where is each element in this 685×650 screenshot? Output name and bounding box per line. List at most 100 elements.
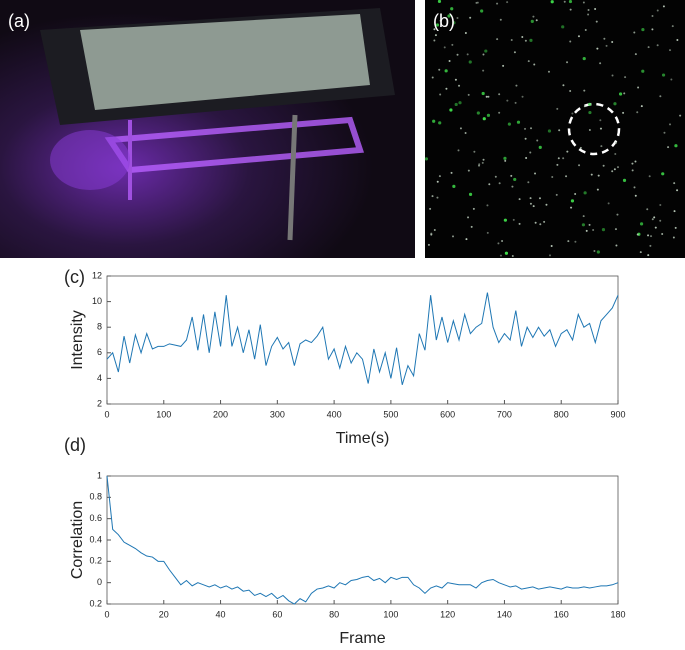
speck — [465, 238, 468, 241]
speck — [456, 16, 459, 19]
speck — [533, 63, 536, 66]
speck — [427, 243, 430, 246]
speck — [633, 31, 636, 34]
speck — [497, 242, 500, 245]
speck — [488, 183, 491, 186]
speck — [524, 127, 527, 130]
speck — [436, 196, 439, 199]
speck — [669, 123, 672, 126]
speck — [438, 68, 441, 71]
speck — [448, 59, 451, 62]
speck — [596, 250, 600, 254]
speck — [518, 222, 521, 225]
speck — [467, 93, 470, 96]
speck — [614, 228, 617, 231]
speck — [568, 0, 573, 4]
speck — [569, 89, 572, 92]
speck — [527, 60, 530, 63]
speck — [651, 28, 654, 31]
x-tick-label: 200 — [213, 409, 228, 419]
speck — [570, 199, 575, 203]
speck — [486, 231, 489, 234]
speck — [458, 84, 461, 87]
x-tick-label: 160 — [554, 609, 569, 619]
speck — [530, 127, 533, 130]
speck — [673, 182, 676, 185]
speck — [634, 194, 637, 197]
speck — [503, 218, 507, 222]
speck — [618, 92, 623, 96]
speck — [566, 150, 569, 153]
speck — [496, 2, 499, 5]
speck — [582, 1, 585, 4]
x-tick-label: 40 — [216, 609, 226, 619]
speck — [583, 105, 586, 108]
speck — [434, 34, 437, 37]
speck — [498, 182, 501, 185]
speck — [529, 38, 533, 42]
panel-label: (c) — [64, 267, 85, 287]
speck — [445, 87, 448, 90]
speck — [456, 53, 459, 56]
speck — [585, 229, 588, 232]
x-tick-label: 700 — [497, 409, 512, 419]
speck — [663, 131, 666, 134]
speck — [676, 39, 679, 42]
y-axis-label: Intensity — [69, 310, 86, 370]
speck — [670, 78, 673, 81]
speck — [524, 39, 527, 42]
speck — [534, 172, 537, 175]
speck — [582, 215, 585, 218]
speck — [437, 0, 442, 4]
speck — [637, 86, 640, 89]
speck — [452, 235, 455, 238]
y-tick-label: 0 — [97, 577, 102, 587]
y-tick-label: 2 — [97, 398, 102, 408]
speck — [464, 132, 467, 135]
speck — [611, 74, 614, 77]
speck — [482, 158, 485, 161]
speck — [595, 20, 598, 23]
speck — [647, 234, 650, 237]
speck — [486, 204, 489, 207]
speck — [513, 51, 516, 54]
speck — [656, 9, 659, 12]
speck — [603, 37, 606, 40]
speck — [599, 119, 602, 122]
x-tick-label: 180 — [610, 609, 625, 619]
speck — [661, 73, 666, 77]
speck — [569, 8, 572, 11]
panel-label: (d) — [64, 435, 86, 455]
speck — [614, 152, 617, 155]
speck — [511, 254, 514, 257]
speck — [543, 220, 546, 223]
speck — [504, 251, 509, 255]
speck — [653, 216, 656, 219]
speck — [433, 228, 436, 231]
speck — [578, 164, 581, 167]
speck — [513, 177, 517, 182]
speck — [557, 157, 560, 160]
x-tick-label: 900 — [610, 409, 625, 419]
speck — [602, 164, 605, 167]
speck — [622, 111, 625, 114]
speck — [567, 240, 570, 243]
speck — [634, 53, 637, 56]
x-tick-label: 0 — [104, 409, 109, 419]
speck — [577, 35, 580, 38]
speck — [570, 206, 573, 209]
speck — [646, 208, 649, 211]
panel-label: (b) — [433, 11, 455, 31]
speck — [588, 102, 592, 106]
y-tick-label: 1 — [97, 470, 102, 480]
speck — [468, 192, 473, 196]
speck — [433, 39, 436, 42]
speck — [587, 8, 590, 11]
speck — [454, 78, 457, 81]
speck — [438, 121, 442, 125]
speck — [581, 223, 586, 227]
speck — [438, 175, 441, 178]
photo-b — [424, 0, 685, 258]
speck — [529, 151, 532, 154]
speck — [562, 157, 565, 160]
